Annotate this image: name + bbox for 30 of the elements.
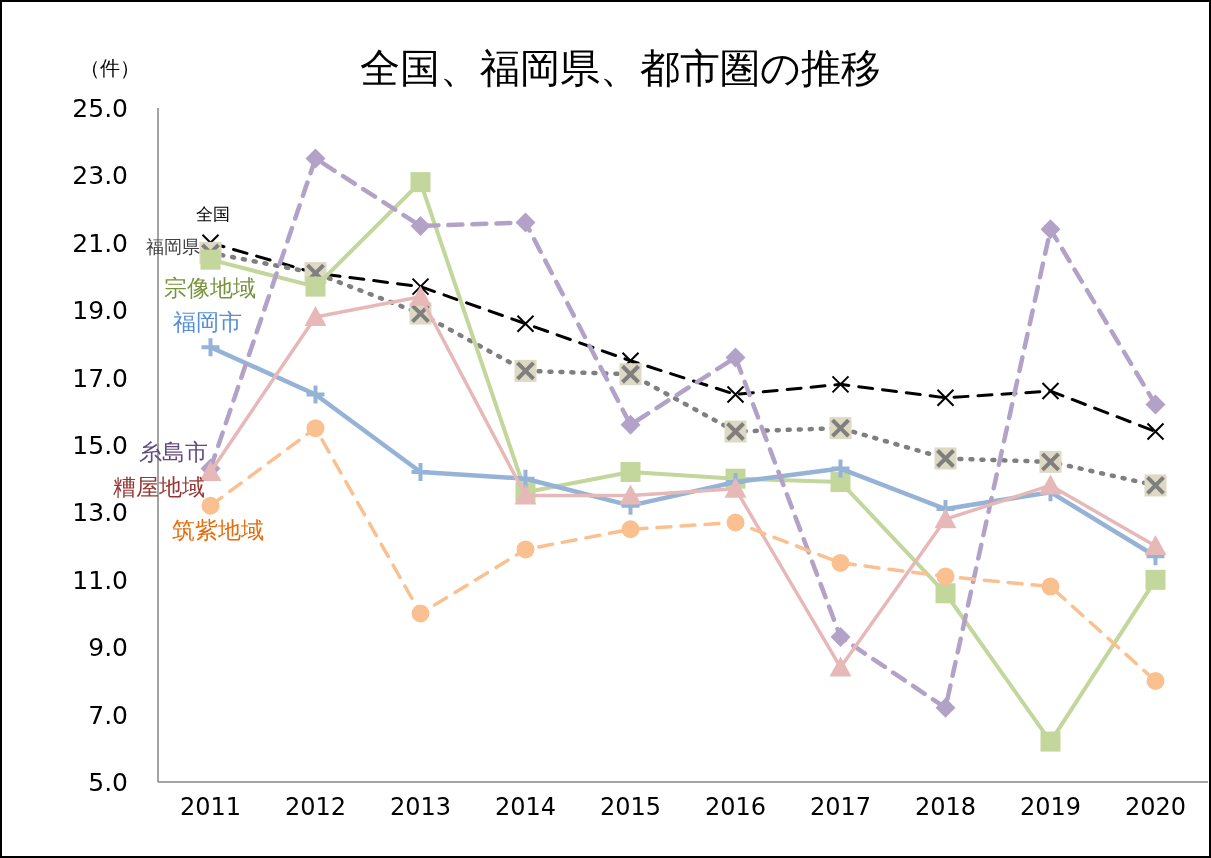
x-tick-label: 2020 [1124, 793, 1187, 821]
series-label: 糸島市 [139, 439, 208, 465]
series-label: 全国 [196, 204, 230, 224]
y-tick-label: 11.0 [72, 565, 128, 595]
y-tick-label: 13.0 [72, 498, 128, 528]
series-label: 宗像地域 [164, 275, 256, 301]
x-tick-label: 2015 [599, 793, 662, 821]
chart-title: 全国、福岡県、都市圏の推移 [359, 45, 881, 91]
y-tick-label: 9.0 [88, 633, 128, 663]
y-tick-label: 23.0 [72, 161, 128, 191]
series-label: 糟屋地域 [113, 474, 205, 500]
x-tick-label: 2013 [389, 793, 452, 821]
y-tick-label: 21.0 [72, 228, 128, 258]
y-tick-label: 7.0 [88, 700, 128, 730]
x-tick-label: 2014 [494, 793, 557, 821]
x-tick-label: 2011 [179, 793, 242, 821]
y-tick-label: 25.0 [72, 94, 128, 123]
x-tick-label: 2017 [809, 793, 872, 821]
y-tick-label: 15.0 [72, 431, 128, 460]
y-tick-label: 5.0 [88, 768, 128, 797]
x-tick-label: 2012 [284, 793, 347, 821]
y-tick-label: 17.0 [72, 363, 128, 393]
x-tick-label: 2016 [704, 793, 767, 821]
series-label: 筑紫地域 [172, 517, 264, 543]
y-tick-label: 19.0 [72, 296, 128, 326]
x-tick-label: 2019 [1019, 793, 1082, 821]
series-label: 福岡県 [146, 236, 200, 257]
series-label: 福岡市 [172, 309, 242, 335]
y-axis-title: （件） [80, 56, 140, 80]
x-tick-label: 2018 [914, 793, 977, 821]
